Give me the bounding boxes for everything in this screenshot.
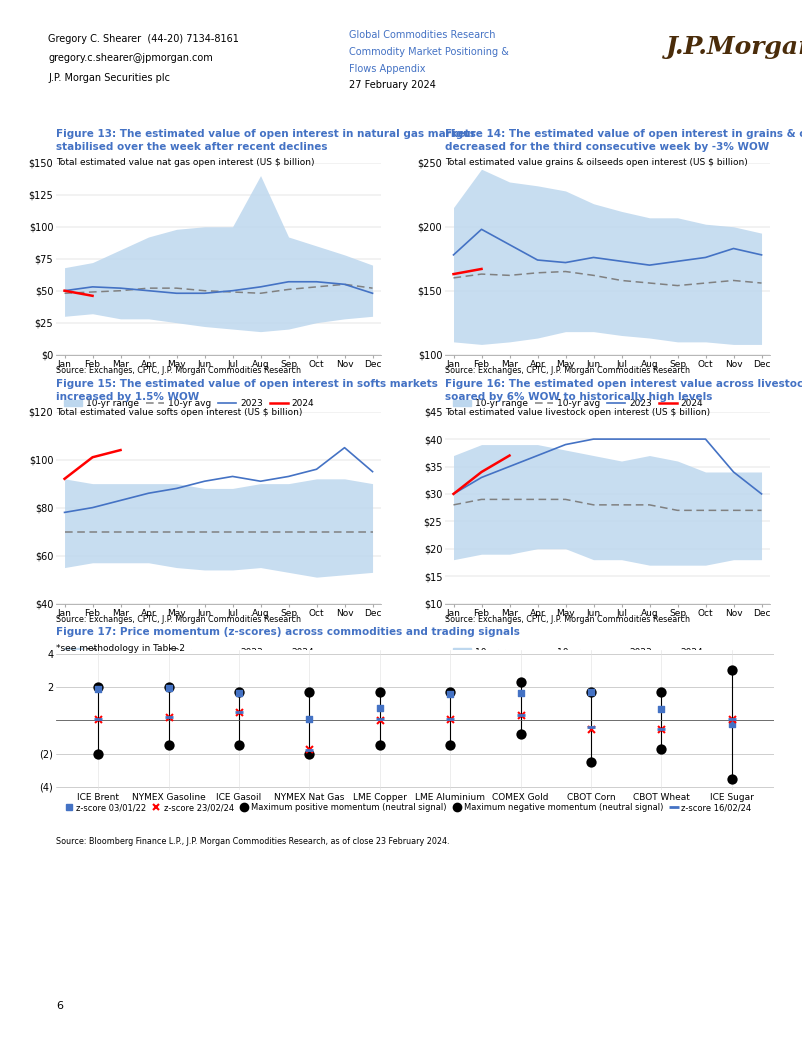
- Point: [655, 683, 668, 700]
- Point: [374, 683, 387, 700]
- Point: [444, 737, 456, 754]
- Point: [444, 685, 456, 702]
- Text: Source: Exchanges, CFTC, J.P. Morgan Commodities Research: Source: Exchanges, CFTC, J.P. Morgan Com…: [56, 366, 301, 375]
- Point: [655, 721, 668, 737]
- Text: Source: Exchanges, CFTC, J.P. Morgan Commodities Research: Source: Exchanges, CFTC, J.P. Morgan Com…: [445, 366, 690, 375]
- Point: [514, 707, 527, 724]
- Text: 27 February 2024: 27 February 2024: [349, 81, 435, 90]
- Text: Total estimated value softs open interest (US $ billion): Total estimated value softs open interes…: [56, 408, 302, 417]
- Point: [514, 707, 527, 724]
- Text: Figure 14: The estimated value of open interest in grains & oilseeds
decreased f: Figure 14: The estimated value of open i…: [445, 129, 802, 151]
- Point: [374, 711, 387, 728]
- Point: [725, 770, 738, 787]
- Point: [162, 708, 175, 725]
- Point: [585, 754, 597, 770]
- Point: [514, 684, 527, 701]
- Point: [92, 746, 105, 762]
- Point: [162, 679, 175, 696]
- Text: Figure 13: The estimated value of open interest in natural gas markets
stabilise: Figure 13: The estimated value of open i…: [56, 129, 476, 151]
- Point: [725, 716, 738, 732]
- Text: Gregory C. Shearer  (44-20) 7134-8161: Gregory C. Shearer (44-20) 7134-8161: [48, 34, 239, 45]
- Text: 6: 6: [56, 1001, 63, 1011]
- Text: *see methodology in Table 2: *see methodology in Table 2: [56, 644, 185, 653]
- Point: [92, 678, 105, 695]
- Legend: 10-yr range, 10-yr avg, 2023, 2024: 10-yr range, 10-yr avg, 2023, 2024: [61, 644, 318, 661]
- Point: [162, 708, 175, 725]
- Text: Source: Bloomberg Finance L.P., J.P. Morgan Commodities Research, as of close 23: Source: Bloomberg Finance L.P., J.P. Mor…: [56, 837, 450, 846]
- Text: Total estimated value grains & oilseeds open interest (US $ billion): Total estimated value grains & oilseeds …: [445, 158, 747, 167]
- Text: J.P.Morgan: J.P.Morgan: [666, 35, 802, 59]
- Point: [162, 678, 175, 695]
- Legend: 10-yr range, 10-yr avg, 2023, 2024: 10-yr range, 10-yr avg, 2023, 2024: [450, 644, 707, 661]
- Text: J.P. Morgan Securities plc: J.P. Morgan Securities plc: [48, 73, 170, 83]
- Point: [514, 725, 527, 741]
- Point: [233, 683, 245, 700]
- Point: [303, 711, 316, 728]
- Point: [725, 711, 738, 728]
- Legend: 10-yr range, 10-yr avg, 2023, 2024: 10-yr range, 10-yr avg, 2023, 2024: [450, 395, 707, 412]
- Text: Figure 15: The estimated value of open interest in softs markets
increased by 1.: Figure 15: The estimated value of open i…: [56, 379, 438, 401]
- Point: [585, 683, 597, 700]
- Legend: z-score 03/01/22, z-score 23/02/24, Maximum positive momentum (neutral signal), : z-score 03/01/22, z-score 23/02/24, Maxi…: [60, 800, 755, 816]
- Point: [655, 700, 668, 717]
- Text: Flows Appendix: Flows Appendix: [349, 63, 425, 74]
- Point: [162, 737, 175, 754]
- Text: Figure 17: Price momentum (z-scores) across commodities and trading signals: Figure 17: Price momentum (z-scores) acr…: [56, 627, 520, 638]
- Point: [585, 721, 597, 737]
- Point: [233, 703, 245, 720]
- Point: [374, 711, 387, 728]
- Point: [92, 711, 105, 728]
- Point: [725, 711, 738, 728]
- Point: [233, 737, 245, 754]
- Point: [92, 710, 105, 727]
- Text: Figure 16: The estimated open interest value across livestock markets
soared by : Figure 16: The estimated open interest v…: [445, 379, 802, 401]
- Point: [444, 683, 456, 700]
- Text: Source: Exchanges, CFTC, J.P. Morgan Commodities Research: Source: Exchanges, CFTC, J.P. Morgan Com…: [56, 615, 301, 624]
- Point: [303, 683, 316, 700]
- Point: [303, 746, 316, 762]
- Point: [585, 719, 597, 735]
- Point: [444, 711, 456, 728]
- Point: [514, 674, 527, 691]
- Text: Total estimated value nat gas open interest (US $ billion): Total estimated value nat gas open inter…: [56, 158, 314, 167]
- Text: Total estimated value livestock open interest (US $ billion): Total estimated value livestock open int…: [445, 408, 711, 417]
- Point: [444, 710, 456, 727]
- Point: [233, 684, 245, 701]
- Legend: 10-yr range, 10-yr avg, 2023, 2024: 10-yr range, 10-yr avg, 2023, 2024: [61, 395, 318, 412]
- Text: Global Commodities Research: Global Commodities Research: [349, 30, 496, 40]
- Point: [374, 699, 387, 716]
- Point: [303, 741, 316, 758]
- Point: [585, 683, 597, 700]
- Point: [233, 703, 245, 720]
- Point: [303, 740, 316, 757]
- Point: [725, 662, 738, 678]
- Point: [655, 721, 668, 737]
- Text: Commodity Market Positioning &: Commodity Market Positioning &: [349, 47, 508, 57]
- Point: [655, 740, 668, 757]
- Text: gregory.c.shearer@jpmorgan.com: gregory.c.shearer@jpmorgan.com: [48, 54, 213, 63]
- Text: Source: Exchanges, CFTC, J.P. Morgan Commodities Research: Source: Exchanges, CFTC, J.P. Morgan Com…: [445, 615, 690, 624]
- Point: [92, 681, 105, 698]
- Point: [374, 737, 387, 754]
